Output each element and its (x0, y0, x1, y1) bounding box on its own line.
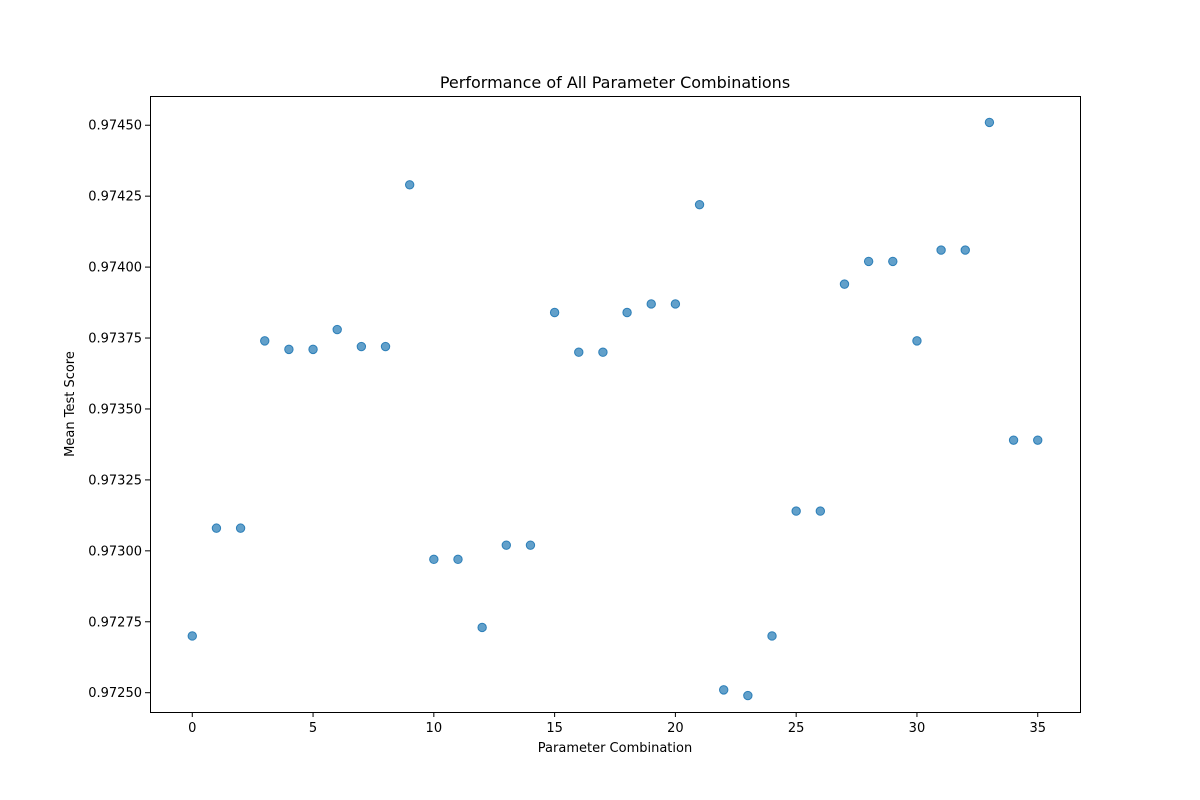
chart-title: Performance of All Parameter Combination… (440, 73, 790, 92)
x-tick-label: 20 (667, 721, 684, 736)
x-tick-label: 15 (546, 721, 563, 736)
data-point (888, 256, 898, 267)
y-axis-label: Mean Test Score (63, 351, 78, 457)
data-point (380, 341, 391, 352)
data-point (743, 690, 753, 701)
data-point (284, 344, 294, 355)
x-tick-label: 5 (309, 721, 317, 736)
data-points (187, 117, 1043, 701)
data-point (332, 324, 342, 335)
data-point (646, 299, 656, 309)
x-tick-label: 30 (909, 721, 926, 736)
data-point (670, 299, 681, 309)
y-tick-label: 0.97450 (88, 119, 142, 134)
y-tick-label: 0.97375 (88, 332, 142, 347)
data-point (839, 279, 850, 289)
data-point (694, 199, 705, 210)
y-axis: 0.97250 0.97275 0.97300 0.97325 0.97350 0.973… (88, 119, 150, 701)
y-tick-label: 0.97350 (88, 402, 142, 417)
y-tick-label: 0.97250 (88, 686, 142, 701)
data-point (260, 336, 270, 346)
data-point (187, 631, 197, 641)
data-point (912, 336, 922, 346)
data-point (936, 245, 946, 255)
data-point (453, 554, 463, 565)
data-point (525, 540, 536, 550)
x-axis-label: Parameter Combination (538, 741, 692, 756)
y-tick-label: 0.97300 (88, 544, 142, 559)
y-tick-label: 0.97275 (88, 615, 142, 630)
data-point (719, 685, 729, 695)
y-tick-label: 0.97400 (88, 261, 142, 276)
data-point (598, 347, 608, 357)
data-point (815, 506, 826, 516)
data-point (863, 256, 874, 267)
data-point (791, 506, 801, 516)
data-point (574, 347, 584, 357)
x-tick-label: 10 (426, 721, 443, 736)
data-point (501, 540, 511, 550)
x-tick-label: 25 (788, 721, 805, 736)
data-point (356, 341, 367, 352)
data-point (477, 622, 487, 633)
data-point (235, 523, 246, 533)
y-tick-label: 0.97325 (88, 473, 142, 488)
data-point (429, 554, 439, 565)
data-point (404, 180, 415, 190)
data-point (549, 307, 560, 318)
y-tick-label: 0.97425 (88, 190, 142, 205)
data-point (211, 523, 222, 533)
data-point (767, 631, 777, 641)
data-point (1008, 435, 1019, 445)
data-point (960, 245, 970, 255)
x-axis: 0 5 10 15 20 25 30 35 (188, 712, 1046, 736)
x-tick-label: 35 (1029, 721, 1046, 736)
x-tick-label: 0 (188, 721, 196, 736)
data-point (622, 307, 632, 318)
data-point (984, 117, 995, 128)
data-point (308, 344, 318, 355)
data-point (1033, 435, 1043, 445)
plot-frame (150, 96, 1081, 713)
